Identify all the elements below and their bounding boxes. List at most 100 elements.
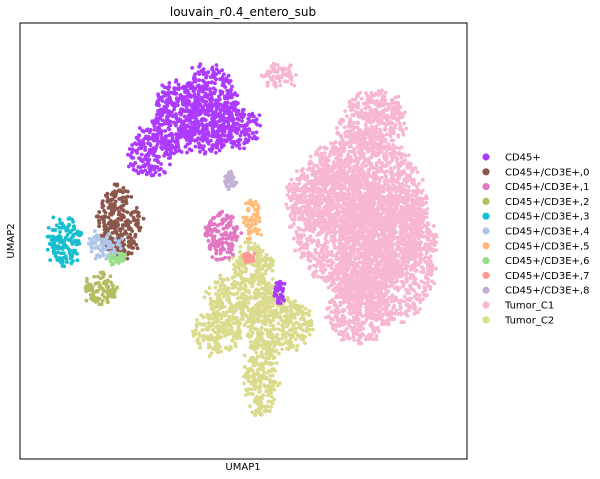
data-point <box>352 272 357 277</box>
data-point <box>313 250 318 255</box>
data-point <box>313 152 318 157</box>
data-point <box>384 158 388 163</box>
data-point <box>364 158 369 163</box>
data-point <box>370 231 375 236</box>
data-point <box>348 206 352 211</box>
data-point <box>338 171 343 176</box>
data-point <box>397 171 402 176</box>
data-point <box>382 101 387 106</box>
data-point <box>379 91 384 96</box>
data-point <box>342 194 347 199</box>
data-point <box>334 328 338 333</box>
data-point <box>391 143 396 147</box>
data-point <box>375 169 380 174</box>
data-point <box>420 178 425 182</box>
data-point <box>286 74 291 79</box>
data-point <box>424 255 428 259</box>
data-point <box>372 337 376 341</box>
data-point <box>340 242 344 246</box>
data-point <box>391 112 396 117</box>
data-point <box>380 258 384 263</box>
data-point <box>362 280 367 285</box>
data-point <box>343 270 348 275</box>
data-point <box>368 205 373 209</box>
data-point <box>340 149 344 154</box>
cluster-tumor-c2 <box>190 240 315 417</box>
data-point <box>385 107 390 112</box>
data-point <box>218 273 223 278</box>
data-point <box>394 108 398 113</box>
data-point <box>359 217 364 222</box>
data-point <box>350 302 355 307</box>
data-point <box>416 223 421 227</box>
data-point <box>395 162 400 167</box>
data-point <box>370 191 375 196</box>
data-point <box>299 232 303 237</box>
data-point <box>329 166 334 171</box>
data-point <box>371 119 376 124</box>
data-point <box>352 241 357 246</box>
data-point <box>318 264 323 269</box>
data-point <box>355 175 360 180</box>
data-point <box>360 165 365 170</box>
data-point <box>378 144 383 149</box>
data-point <box>349 245 354 250</box>
data-point <box>364 116 369 121</box>
data-point <box>315 163 320 168</box>
data-point <box>335 284 340 289</box>
data-point <box>356 317 361 322</box>
data-point <box>413 253 418 257</box>
data-point <box>413 246 417 251</box>
data-point <box>411 242 416 247</box>
data-point <box>228 308 233 313</box>
data-point <box>428 230 433 235</box>
data-point <box>349 285 353 290</box>
data-point <box>368 244 373 248</box>
data-point <box>365 236 370 240</box>
data-point <box>344 254 349 259</box>
data-point <box>308 154 313 159</box>
data-point <box>358 150 363 155</box>
data-point <box>273 81 278 86</box>
data-point <box>328 316 333 321</box>
data-point <box>387 244 392 249</box>
data-point <box>391 306 396 311</box>
data-point <box>349 231 354 235</box>
data-point <box>416 244 421 249</box>
data-point <box>420 188 425 193</box>
data-point <box>371 275 376 280</box>
data-point <box>303 183 308 188</box>
data-point <box>403 183 408 188</box>
data-point <box>406 188 411 193</box>
data-point <box>393 193 398 198</box>
data-point <box>432 224 436 228</box>
data-point <box>320 246 325 251</box>
data-point <box>357 275 362 280</box>
data-point <box>298 178 302 182</box>
data-point <box>403 263 408 268</box>
data-point <box>344 249 348 254</box>
data-point <box>332 152 336 157</box>
data-point <box>294 206 298 210</box>
data-point <box>377 297 382 302</box>
data-point <box>421 196 426 201</box>
data-point <box>353 97 358 102</box>
data-point <box>351 252 356 256</box>
data-point <box>402 196 406 201</box>
data-point <box>396 152 401 157</box>
data-point <box>359 341 363 346</box>
data-point <box>403 213 408 218</box>
data-point <box>252 313 257 317</box>
data-point <box>243 312 248 317</box>
data-point <box>422 285 427 290</box>
data-point <box>327 252 332 257</box>
data-point <box>396 254 400 258</box>
data-point <box>368 209 372 214</box>
data-point <box>364 318 369 323</box>
data-point <box>266 69 271 74</box>
data-point <box>288 213 293 218</box>
data-point <box>327 199 331 204</box>
data-point <box>356 135 361 140</box>
data-point <box>239 286 244 291</box>
data-point <box>384 307 389 311</box>
